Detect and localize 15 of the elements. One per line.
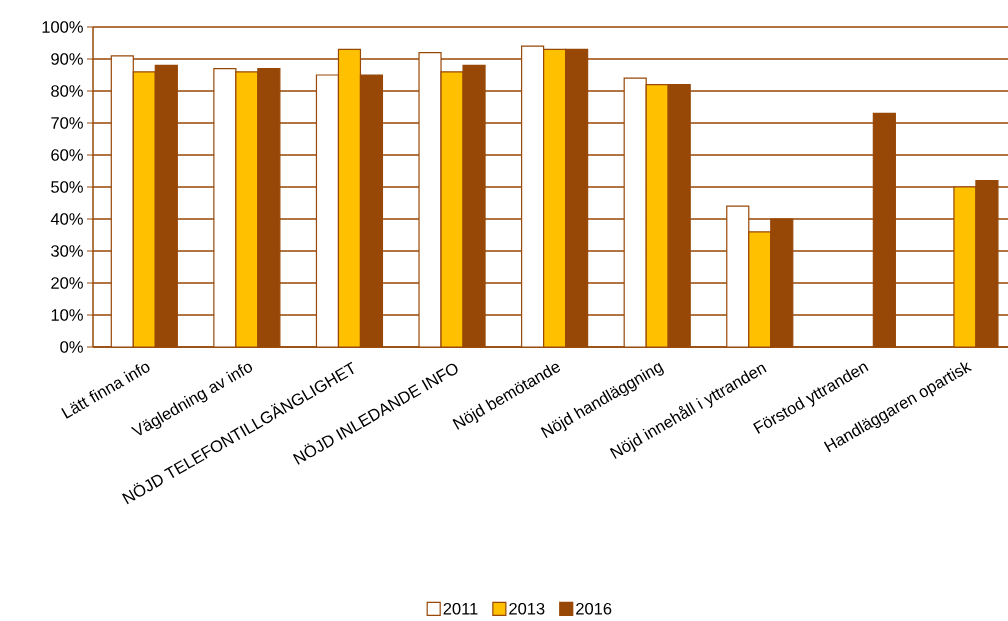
y-tick-label: 60% xyxy=(51,149,83,161)
legend-label: 2011 xyxy=(443,602,478,615)
legend-label: 2013 xyxy=(509,602,545,615)
y-tick-label: 30% xyxy=(51,245,83,257)
y-tick-label: 80% xyxy=(51,85,83,97)
y-tick-label: 70% xyxy=(51,117,83,129)
y-tick-label: 50% xyxy=(51,181,83,193)
y-tick-label: 40% xyxy=(50,213,83,225)
y-tick-label: 10% xyxy=(51,309,83,321)
y-tick-label: 90% xyxy=(51,53,83,65)
x-tick-label: Lätt finna info xyxy=(61,363,150,419)
y-tick-label: 20% xyxy=(51,277,83,289)
y-tick-label: 0% xyxy=(60,341,83,353)
y-tick-label: 100% xyxy=(42,21,83,33)
legend-label: 2016 xyxy=(576,602,612,615)
